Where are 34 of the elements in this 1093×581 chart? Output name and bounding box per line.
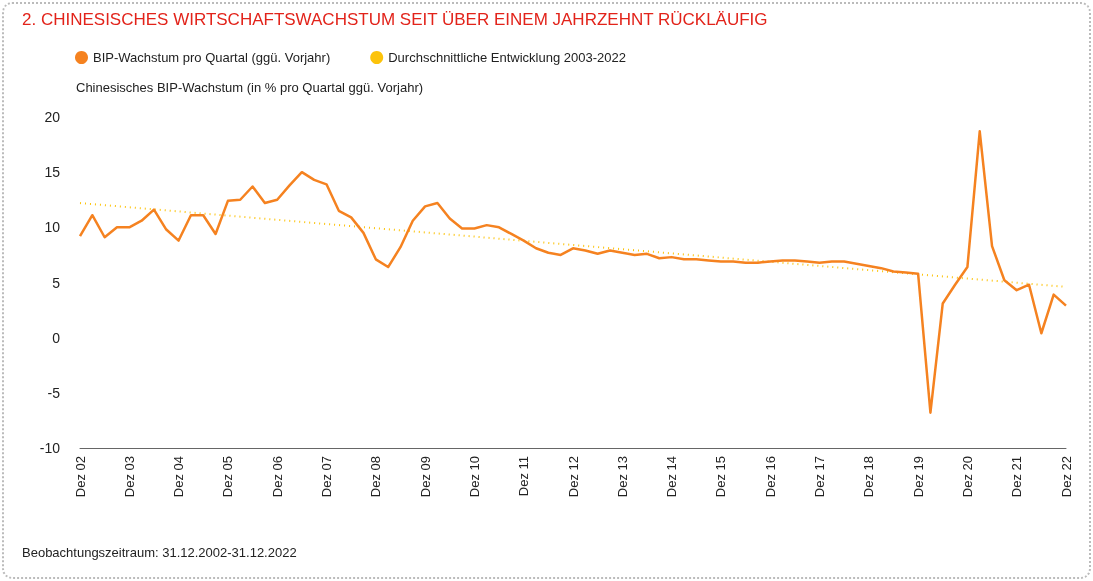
y-tick-label: -10 (39, 440, 61, 456)
x-tick-label: Dez 09 (417, 456, 433, 498)
chart-title: 2. CHINESISCHES WIRTSCHAFTSWACHSTUM SEIT ÜBER EINEM JAHRZEHNT RÜCKLÄUFIG (22, 10, 768, 30)
x-tick-label: Dez 14 (664, 456, 680, 498)
x-tick-label: Dez 21 (1009, 456, 1025, 498)
x-tick-label: Dez 16 (762, 456, 778, 498)
x-tick-label: Dez 02 (72, 456, 88, 498)
x-tick-label: Dez 17 (812, 456, 827, 498)
x-tick-label: Dez 22 (1058, 456, 1074, 498)
y-axis-title: Chinesisches BIP-Wachstum (in % pro Quartal ggü. Vorjahr) (76, 80, 424, 95)
x-tick-label: Dez 15 (713, 456, 729, 498)
x-tick-label: Dez 05 (220, 456, 236, 498)
x-tick-label: Dez 06 (269, 456, 285, 498)
x-tick-label: Dez 18 (861, 456, 877, 498)
x-tick-label: Dez 10 (466, 456, 482, 498)
y-tick-label: 20 (44, 109, 61, 125)
x-tick-label: Dez 04 (171, 456, 187, 498)
x-tick-label: Dez 12 (565, 456, 581, 498)
x-tick-label: Dez 08 (368, 456, 384, 498)
x-tick-label: Dez 13 (614, 456, 630, 498)
y-tick-label: 15 (44, 164, 61, 181)
x-tick-label: Dez 07 (319, 456, 334, 498)
x-tick-label: Dez 20 (959, 456, 975, 498)
legend-label: Durchschnittliche Entwicklung 2003-2022 (388, 50, 626, 65)
line-series (78, 130, 1068, 414)
x-tick-label: Dez 11 (516, 456, 532, 497)
y-tick-label: 10 (44, 219, 61, 236)
y-tick-label: 5 (52, 274, 61, 291)
x-tick-label: Dez 03 (121, 456, 137, 498)
x-tick-label: Dez 19 (910, 456, 926, 498)
legend-label: BIP-Wachstum pro Quartal (ggü. Vorjahr) (93, 50, 331, 65)
y-tick-label: 0 (52, 329, 61, 346)
text: Beobachtungszeitraum: 31.12.2002-31.12.2022 (22, 544, 297, 562)
y-tick-label: -5 (47, 384, 61, 401)
